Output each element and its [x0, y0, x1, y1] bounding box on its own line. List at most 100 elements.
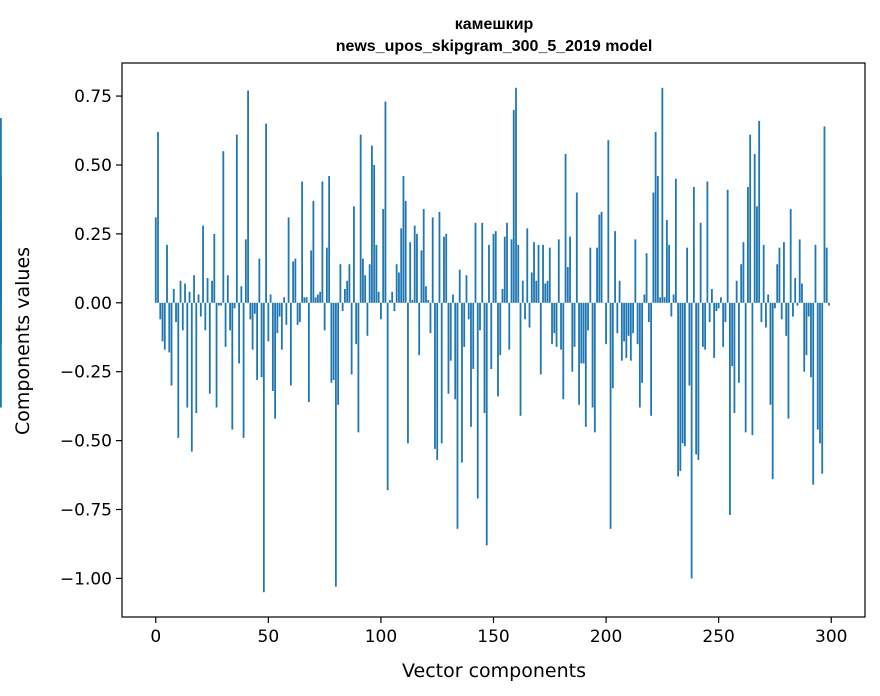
bar — [539, 302, 542, 375]
bar — [447, 302, 450, 394]
x-tick-label: 0 — [150, 627, 161, 647]
bar — [213, 233, 216, 303]
bar — [654, 131, 657, 303]
bar — [476, 302, 479, 499]
bar — [733, 302, 736, 414]
bar — [380, 302, 382, 320]
bar — [551, 302, 553, 345]
bar — [328, 176, 331, 303]
bar — [251, 302, 254, 350]
bar — [269, 294, 272, 303]
bar — [418, 302, 421, 356]
bar — [350, 302, 353, 375]
bar — [391, 291, 394, 303]
bar — [494, 231, 497, 303]
bar — [704, 302, 707, 350]
bar — [199, 302, 202, 317]
bar — [488, 244, 490, 303]
bar — [172, 289, 175, 303]
bar — [256, 302, 258, 380]
bar — [578, 302, 580, 405]
bar — [298, 302, 301, 323]
bar — [533, 242, 535, 303]
bar — [650, 302, 653, 416]
bar — [438, 211, 441, 303]
bar — [323, 302, 326, 331]
bar — [692, 187, 695, 303]
bar — [395, 264, 398, 303]
bar — [294, 258, 297, 303]
bar — [348, 264, 351, 303]
bar — [292, 261, 295, 303]
bar — [357, 302, 360, 433]
bar — [674, 178, 677, 303]
x-tick-label: 200 — [590, 627, 622, 647]
bar — [190, 302, 193, 452]
bar — [470, 302, 472, 427]
bar — [373, 164, 376, 303]
bar — [427, 300, 430, 303]
bar — [819, 302, 821, 444]
bar — [161, 302, 164, 342]
bar — [600, 211, 603, 303]
y-tick-label: −1.00 — [60, 569, 112, 589]
bar — [778, 247, 781, 303]
bar — [508, 302, 511, 350]
bar — [301, 181, 304, 303]
bar — [260, 302, 263, 378]
bar — [643, 294, 646, 303]
bar — [803, 302, 806, 372]
bar — [776, 264, 779, 303]
bar — [652, 192, 655, 303]
bar — [407, 302, 409, 444]
bar — [593, 302, 596, 433]
bar — [724, 302, 727, 323]
bar — [346, 280, 349, 303]
bar — [771, 302, 774, 480]
bar — [801, 283, 803, 303]
bar — [740, 264, 743, 303]
bar — [467, 302, 470, 320]
bar — [537, 244, 540, 303]
bar — [744, 302, 747, 433]
bar — [564, 153, 567, 303]
bar — [528, 302, 531, 328]
bar — [175, 302, 177, 323]
bar — [449, 302, 452, 361]
bar — [337, 302, 340, 405]
bar — [195, 302, 198, 414]
bar — [616, 302, 619, 334]
bar — [258, 258, 261, 303]
bar — [436, 302, 439, 460]
bar — [382, 209, 385, 303]
bar — [530, 272, 533, 303]
bar — [332, 302, 335, 380]
bar — [751, 302, 754, 436]
bar — [341, 302, 344, 312]
bar — [605, 302, 607, 345]
bar — [792, 302, 794, 317]
bar — [344, 289, 346, 303]
bar — [611, 302, 614, 389]
bar — [334, 302, 337, 587]
bar — [557, 239, 560, 303]
bar — [226, 275, 229, 303]
bar — [420, 250, 423, 303]
bar — [197, 294, 200, 303]
bar — [783, 242, 785, 303]
bar — [641, 302, 643, 383]
x-tick-label: 50 — [258, 627, 280, 647]
bar — [526, 228, 529, 303]
bar — [548, 247, 551, 303]
bar — [339, 264, 342, 303]
bar — [157, 131, 159, 303]
bar — [789, 209, 792, 303]
bar — [240, 286, 243, 303]
bar — [490, 302, 493, 369]
y-tick-label: −0.75 — [60, 501, 112, 521]
bar — [632, 302, 634, 334]
bar — [319, 291, 322, 303]
bar — [805, 302, 808, 356]
bar — [663, 297, 666, 303]
bar — [355, 302, 358, 345]
